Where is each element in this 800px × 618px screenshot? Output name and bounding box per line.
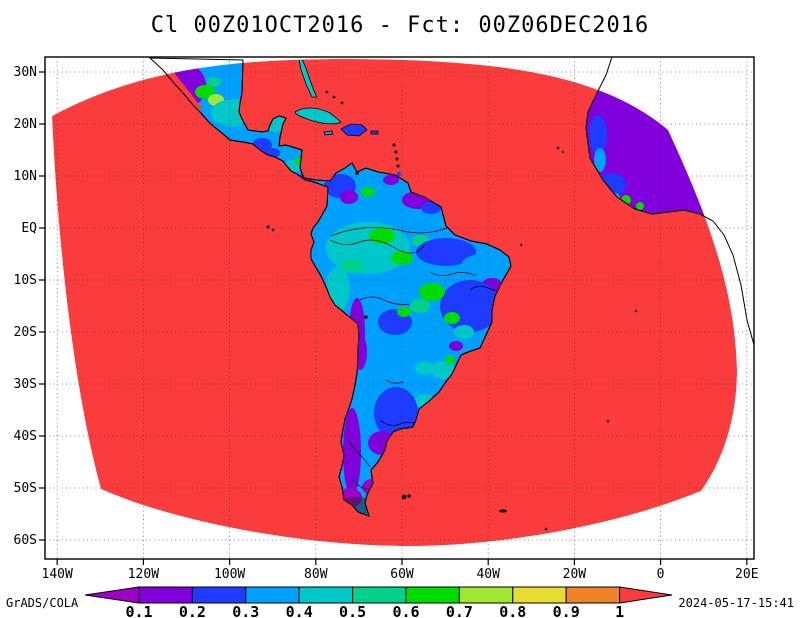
y-axis-label: 10S (14, 273, 37, 288)
colorbar-segment (245, 586, 300, 604)
colorbar-arrow-right (619, 586, 673, 604)
colorbar-segment (352, 586, 407, 604)
y-axis-label: 30S (14, 377, 37, 392)
small-island-specks (266, 90, 638, 531)
x-axis-label: 0 (657, 567, 665, 582)
colorbar-label: 0.1 (125, 603, 152, 618)
y-axis-label: EQ (21, 221, 37, 236)
plot-frame (44, 56, 755, 560)
colorbar-segment (191, 586, 247, 604)
colorbar-segment (138, 586, 193, 604)
y-axis-label: 20N (14, 117, 37, 132)
colorbar-label: 0.3 (232, 603, 259, 618)
grads-credit: GrADS/COLA (6, 596, 79, 610)
x-axis-label: 60W (390, 567, 414, 582)
x-axis-label: 100W (214, 567, 245, 582)
timestamp: 2024-05-17-15:41 (678, 596, 794, 610)
colorbar-label: 1 (615, 603, 624, 618)
colorbar-label: 0.5 (339, 603, 366, 618)
hispaniola (340, 123, 368, 137)
gulf-of-california (167, 70, 202, 113)
jamaica (323, 130, 334, 136)
lat-lon-gridlines (45, 57, 754, 559)
colorbar (84, 586, 673, 604)
colorbar-label: 0.6 (392, 603, 419, 618)
colorbar-label: 0.9 (553, 603, 580, 618)
colorbar-label: 0.8 (499, 603, 526, 618)
x-axis-label: 20W (563, 567, 587, 582)
colorbar-label: 0.2 (179, 603, 206, 618)
colorbar-segment (405, 586, 460, 604)
colorbar-segment (512, 586, 567, 604)
y-axis-label: 50S (14, 481, 37, 496)
x-axis-label: 20E (735, 567, 758, 582)
x-axis-labels: 140W 120W 100W 80W 60W 40W 20W 0 20E (42, 567, 759, 582)
colorbar-label: 0.4 (286, 603, 313, 618)
x-axis-label: 40W (476, 567, 500, 582)
axis-ticks (39, 71, 748, 565)
y-axis-label: 40S (14, 429, 37, 444)
x-axis-label: 120W (128, 567, 159, 582)
x-axis-label: 140W (42, 567, 73, 582)
colorbar-segment (565, 586, 621, 604)
caribbean-and-atlantic-islands (266, 58, 638, 531)
outside-domain-mask (44, 56, 756, 561)
y-axis-label: 10N (14, 169, 37, 184)
puerto-rico (370, 130, 379, 135)
colorbar-segment (458, 586, 514, 604)
colorbar-label: 0.7 (446, 603, 473, 618)
florida (298, 58, 318, 98)
y-axis-labels: 30N 20N 10N EQ 10S 20S 30S 40S 50S 60S (14, 65, 38, 548)
colorbar-labels: 0.1 0.2 0.3 0.4 0.5 0.6 0.7 0.8 0.9 1 (125, 603, 624, 618)
colorbar-segment (298, 586, 354, 604)
y-axis-label: 60S (14, 533, 37, 548)
plot-title: Cl 00Z01OCT2016 - Fct: 00Z06DEC2016 (151, 13, 650, 38)
lesser-antilles (392, 143, 402, 177)
x-axis-label: 80W (304, 567, 328, 582)
y-axis-label: 30N (14, 65, 37, 80)
y-axis-label: 20S (14, 325, 37, 340)
